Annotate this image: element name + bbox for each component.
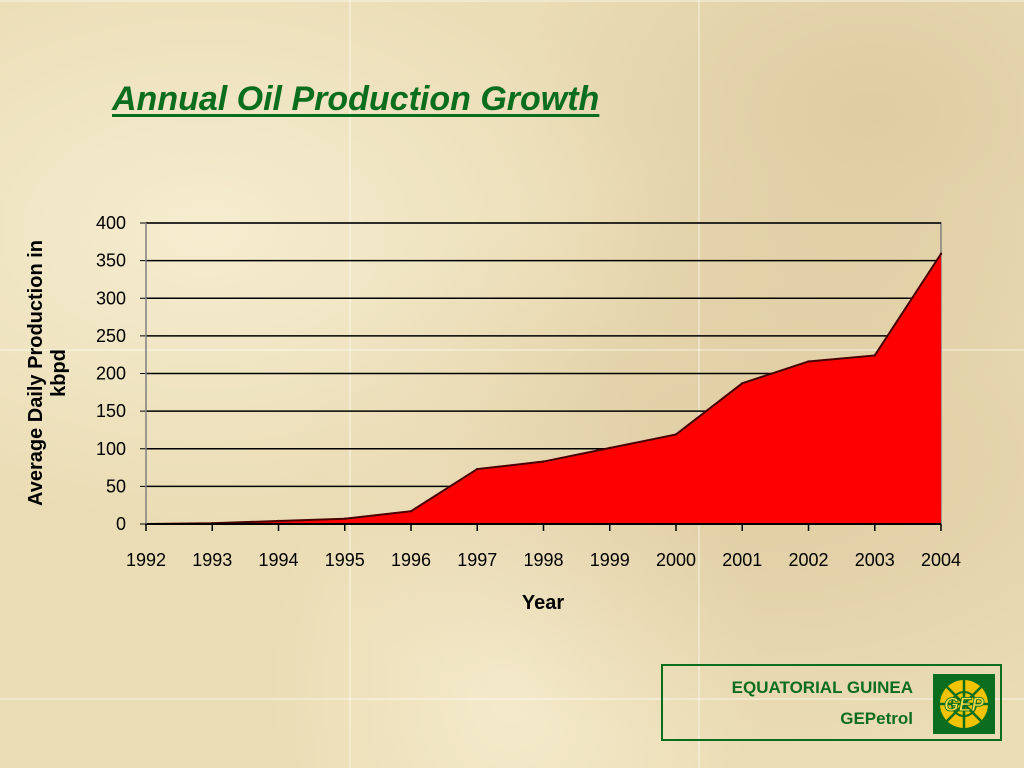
x-axis-label: Year [522, 592, 564, 614]
x-tick-label: 1996 [391, 550, 431, 570]
background-seam [698, 0, 700, 768]
y-tick-label: 0 [116, 514, 126, 534]
plot-area [144, 223, 943, 531]
x-tick-label: 2001 [722, 550, 762, 570]
gepetrol-logo-icon: GEP [933, 674, 995, 734]
x-tick-label: 1999 [590, 550, 630, 570]
y-tick-label: 350 [96, 251, 126, 271]
production-area [146, 253, 941, 525]
data-point [542, 460, 545, 463]
data-point [409, 510, 413, 513]
x-tick-label: 1995 [325, 550, 365, 570]
y-axis-label: Average Daily Production in kbpd [25, 240, 70, 506]
logo-lettering: GEP [944, 695, 984, 716]
x-tick-label: 2003 [855, 550, 895, 570]
branding-box: EQUATORIAL GUINEA GEPetrol GEP [661, 664, 1002, 741]
country-name: EQUATORIAL GUINEA [731, 678, 913, 697]
data-point [807, 360, 810, 363]
data-point [476, 467, 479, 471]
y-axis-ticks: 0 50 100 150 200 250 300 350 400 [96, 213, 126, 534]
y-axis-label-line: kbpd [48, 349, 70, 397]
y-tick-label: 150 [96, 401, 126, 421]
company-name: GEPetrol [840, 709, 913, 728]
data-point [674, 433, 678, 436]
x-tick-label: 2002 [788, 550, 828, 570]
data-point [873, 354, 876, 357]
data-point [277, 519, 280, 523]
data-point [343, 517, 346, 520]
background-seam [349, 0, 351, 768]
background-seam [0, 0, 1024, 2]
x-tick-label: 2000 [656, 550, 696, 570]
y-tick-label: 300 [96, 288, 126, 308]
x-tick-label: 1997 [457, 550, 497, 570]
data-point [939, 252, 943, 256]
y-axis-label-line: Average Daily Production in [25, 240, 47, 506]
background-seam [0, 349, 1024, 351]
x-tick-label: 1992 [126, 550, 166, 570]
y-tick-label: 100 [96, 439, 126, 459]
x-axis-ticks: 1992 1993 1994 1995 1996 1997 1998 1999 2000 2001… [126, 550, 961, 570]
x-tick-label: 1993 [192, 550, 232, 570]
y-tick-label: 250 [96, 326, 126, 346]
x-tick-label: 1994 [258, 550, 298, 570]
x-tick-label: 1998 [523, 550, 563, 570]
slide-title: Annual Oil Production Growth [112, 80, 600, 118]
background-seam [0, 698, 1024, 700]
y-tick-label: 400 [96, 213, 126, 233]
data-point [608, 446, 611, 450]
y-tick-label: 50 [106, 476, 126, 496]
x-tick-label: 2004 [921, 550, 961, 570]
y-tick-label: 200 [96, 364, 126, 384]
data-point [741, 382, 744, 385]
